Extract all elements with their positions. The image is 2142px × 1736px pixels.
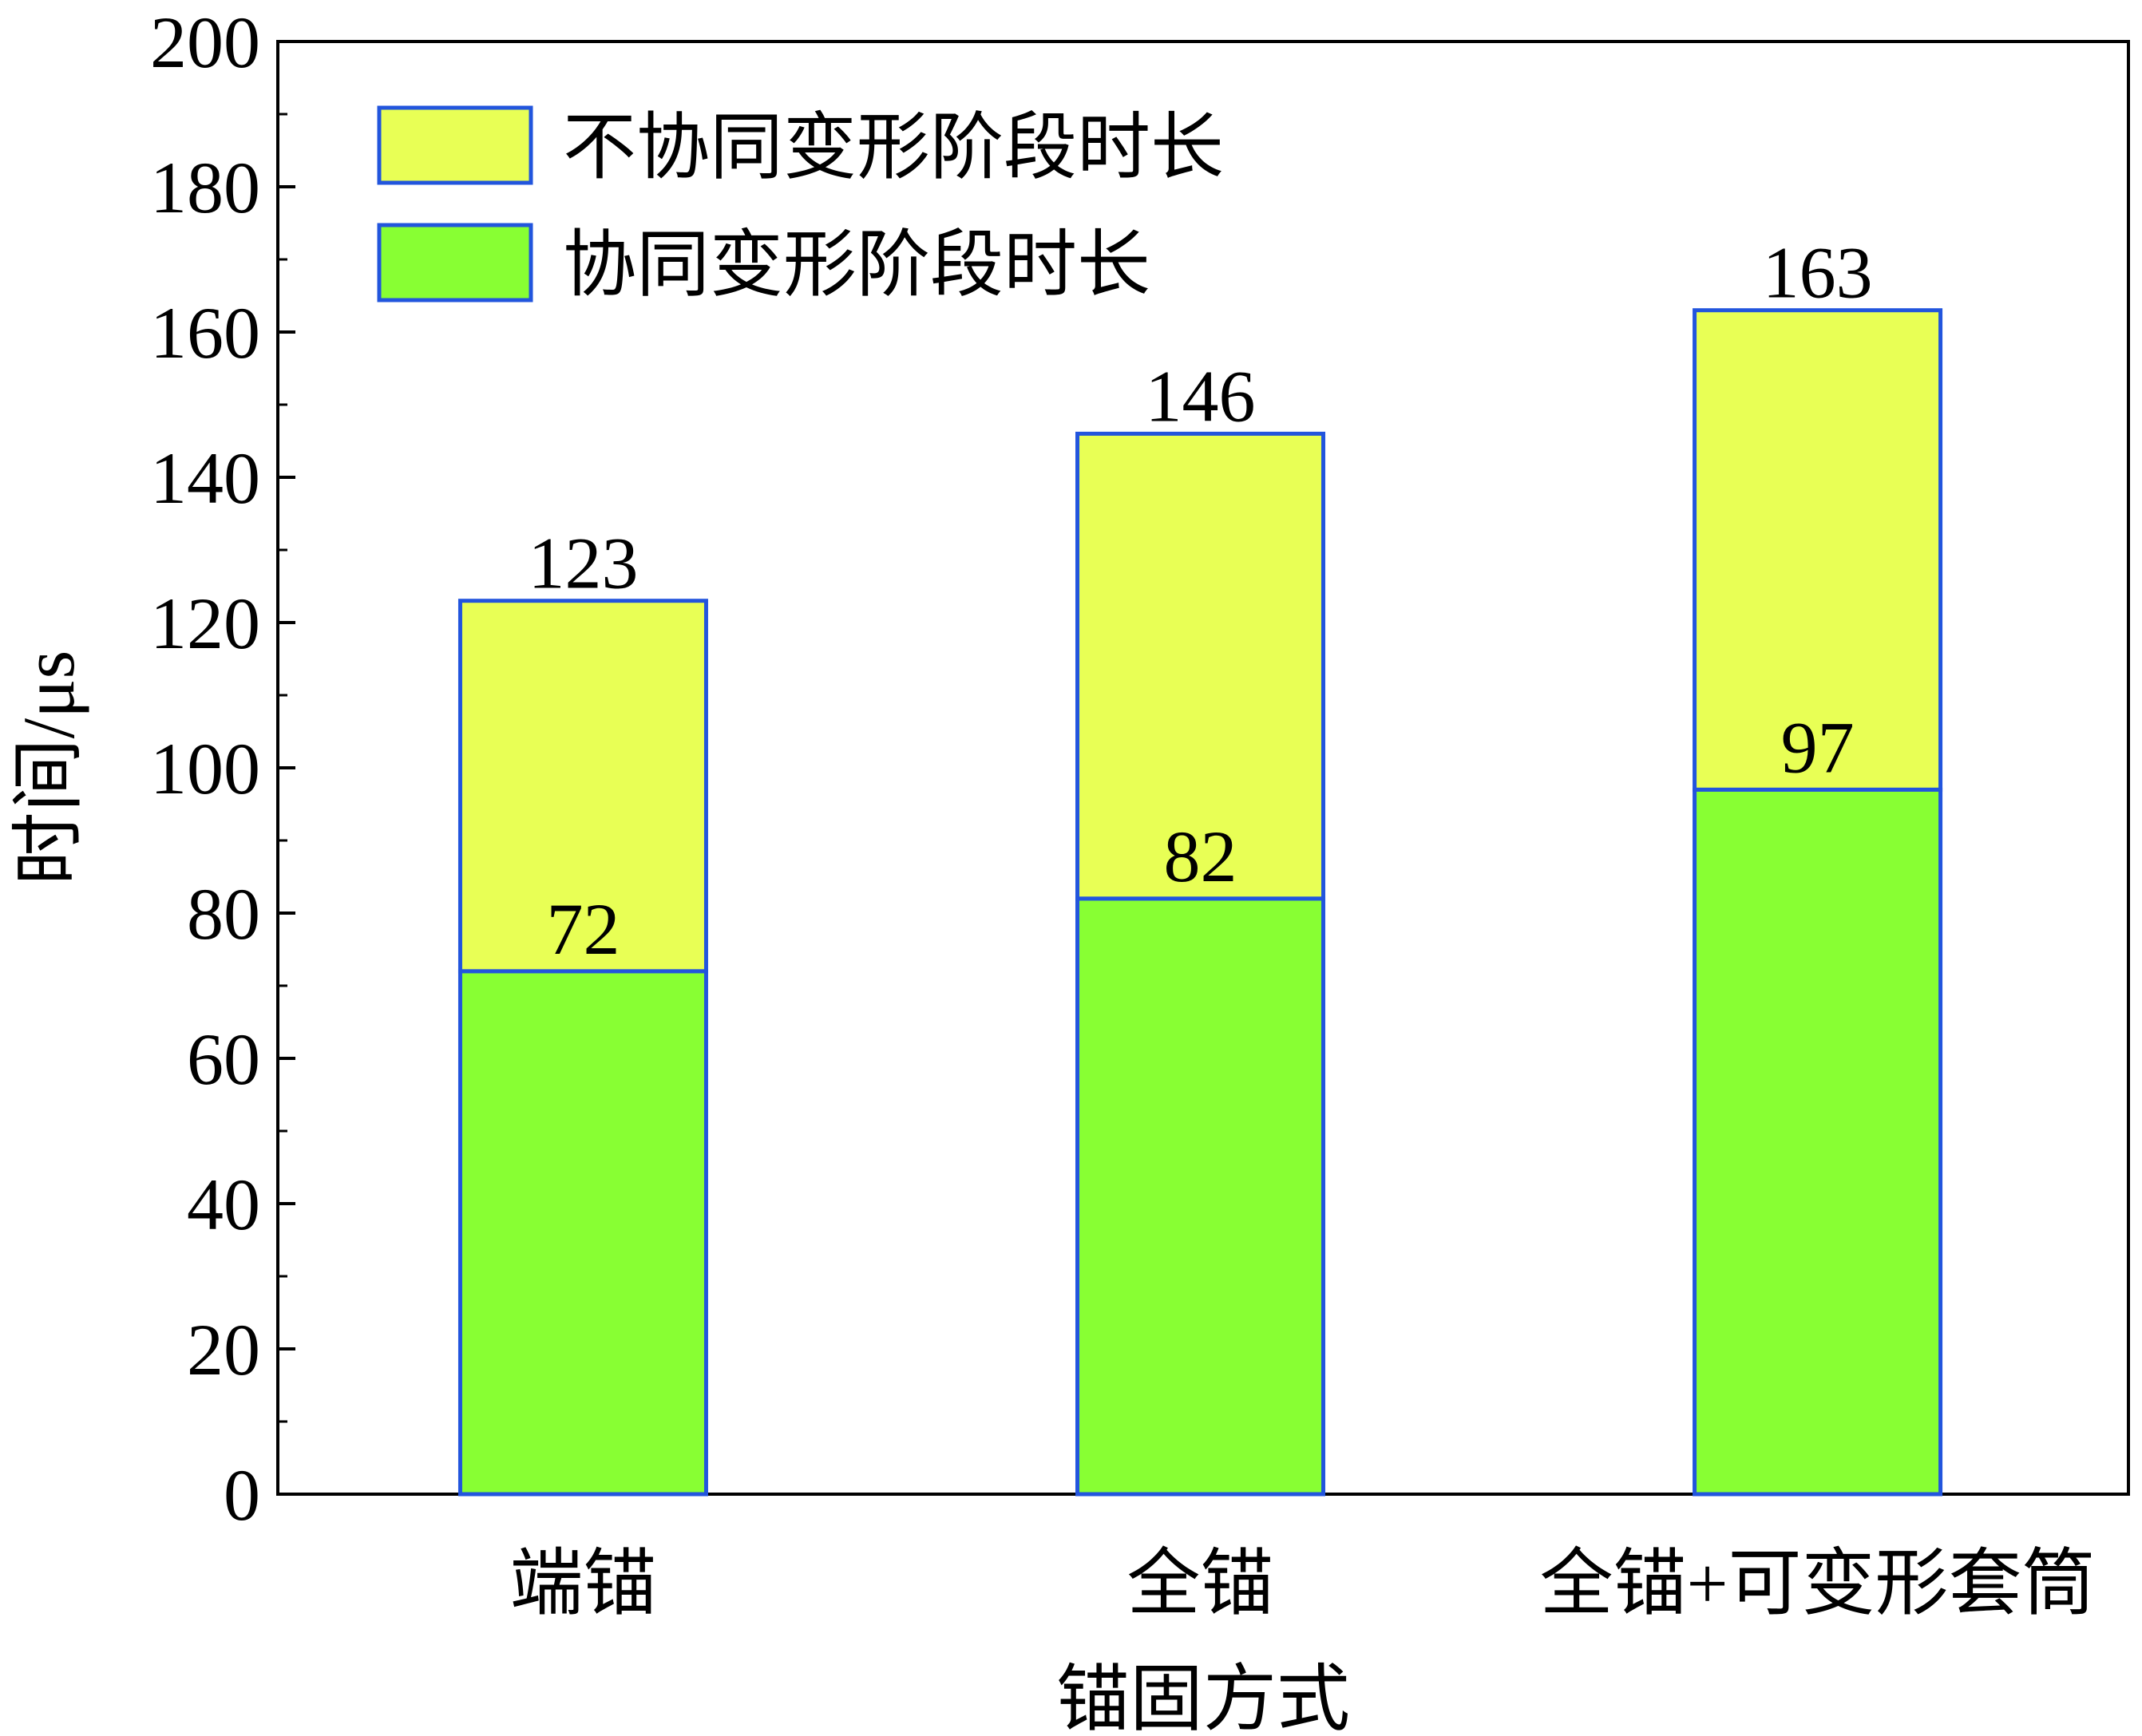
bar-segment-1-1 (1075, 431, 1326, 901)
y-tick-label-5: 100 (150, 728, 260, 809)
y-axis-title: 时间/μs (8, 651, 89, 886)
y-tick-label-9: 180 (150, 147, 260, 228)
total-label-2: 163 (1763, 232, 1873, 314)
y-tick-label-6: 120 (150, 583, 260, 664)
x-axis: 端锚 全锚 全锚+可变形套筒 (509, 1477, 2096, 1624)
y-tick-label-1: 20 (187, 1309, 260, 1390)
bars-group (457, 308, 1943, 1497)
y-axis: 0 20 40 60 80 100 120 140 160 180 200 (150, 2, 295, 1536)
legend-label-coordinated: 协同变形阶段时长 (563, 224, 1150, 306)
y-tick-label-7: 140 (150, 437, 260, 519)
y-tick-label-2: 40 (187, 1164, 260, 1245)
legend-label-uncoordinated: 不协同变形阶段时长 (563, 107, 1224, 188)
bar-segment-2-1 (1693, 308, 1943, 792)
y-tick-label-0: 0 (224, 1454, 260, 1536)
x-category-label-2: 全锚+可变形套筒 (1540, 1543, 2096, 1624)
y-tick-label-10: 200 (150, 2, 260, 83)
bar-segment-0-1 (457, 599, 708, 974)
segment-label-0: 72 (546, 888, 620, 970)
bar-segment-1-0 (1075, 896, 1326, 1497)
segment-label-1: 82 (1164, 816, 1237, 897)
total-label-1: 146 (1146, 355, 1256, 437)
segment-label-2: 97 (1781, 706, 1855, 788)
y-tick-label-8: 160 (150, 292, 260, 374)
x-axis-title: 锚固方式 (1056, 1659, 1350, 1736)
legend-swatch-coordinated (377, 223, 533, 303)
legend-swatch-uncoordinated (377, 105, 533, 185)
legend: 不协同变形阶段时长 协同变形阶段时长 (377, 105, 1224, 306)
x-category-label-1: 全锚 (1127, 1543, 1274, 1624)
y-tick-label-3: 60 (187, 1018, 260, 1100)
y-tick-label-4: 80 (187, 873, 260, 955)
x-category-label-0: 端锚 (509, 1543, 656, 1624)
data-labels-group: 72 123 82 146 97 163 (528, 232, 1872, 970)
total-label-0: 123 (528, 523, 638, 604)
bar-segment-0-0 (457, 969, 708, 1497)
bar-segment-2-0 (1693, 787, 1943, 1497)
